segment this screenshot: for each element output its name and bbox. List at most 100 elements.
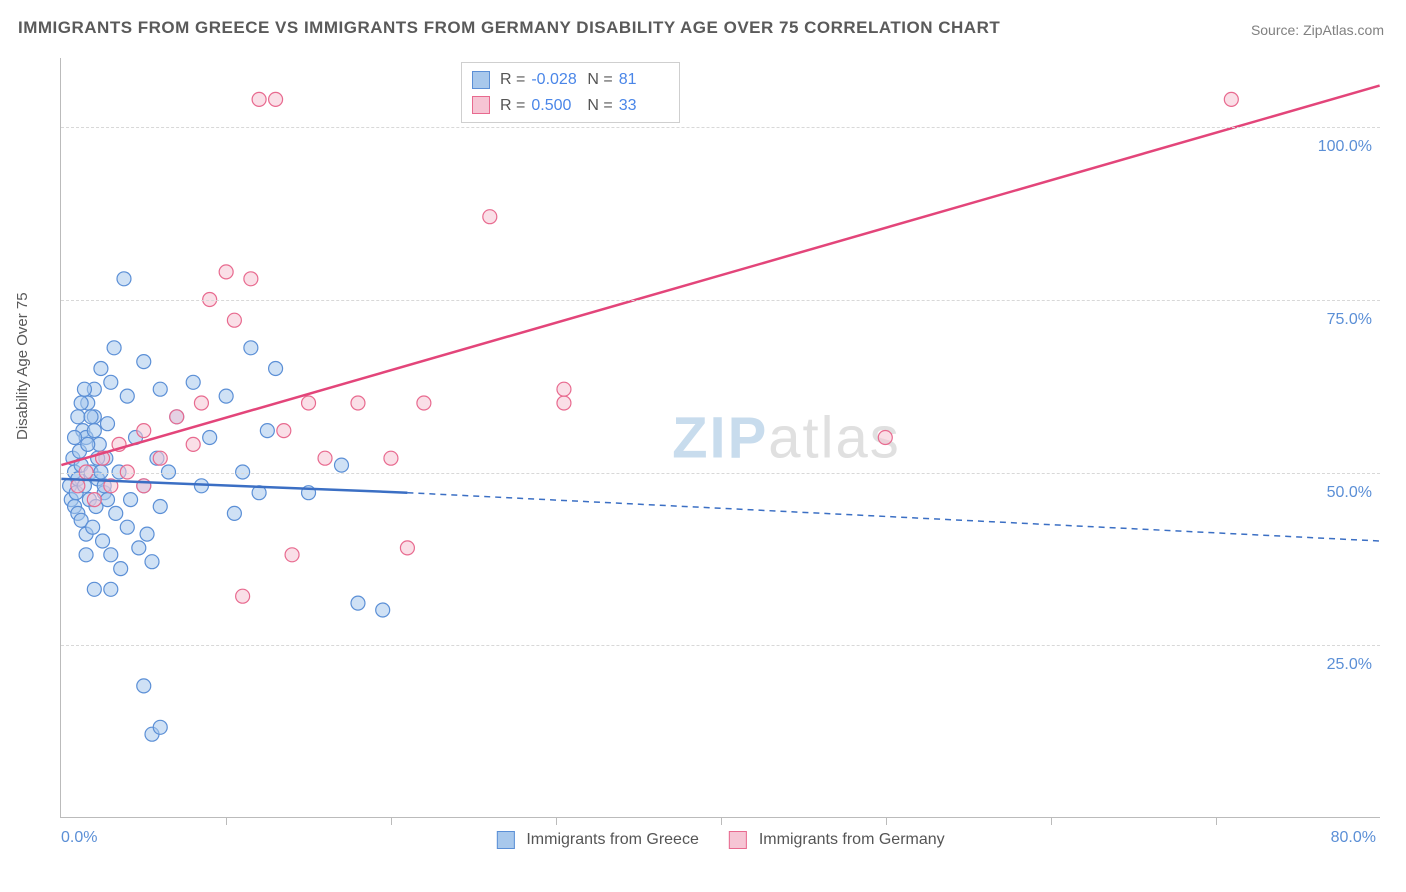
- data-point: [153, 500, 167, 514]
- y-axis-label: Disability Age Over 75: [14, 292, 31, 440]
- data-point: [87, 582, 101, 596]
- y-tick-label: 25.0%: [1327, 656, 1372, 674]
- chart-title: IMMIGRANTS FROM GREECE VS IMMIGRANTS FRO…: [18, 18, 1000, 38]
- data-point: [351, 396, 365, 410]
- data-point: [252, 92, 266, 106]
- bottom-legend: Immigrants from Greece Immigrants from G…: [496, 831, 944, 849]
- data-point: [227, 313, 241, 327]
- data-point: [351, 596, 365, 610]
- data-point: [878, 431, 892, 445]
- regression-line: [61, 86, 1379, 465]
- data-point: [269, 92, 283, 106]
- data-point: [384, 451, 398, 465]
- data-point: [244, 341, 258, 355]
- swatch-greece: [472, 71, 490, 89]
- data-point: [1224, 92, 1238, 106]
- stats-row-germany: R = 0.500 N = 33: [472, 93, 669, 119]
- data-point: [74, 396, 88, 410]
- data-point: [84, 410, 98, 424]
- swatch-germany: [729, 831, 747, 849]
- x-tick: [1216, 817, 1217, 825]
- data-point: [137, 355, 151, 369]
- data-point: [79, 548, 93, 562]
- data-point: [104, 375, 118, 389]
- data-point: [140, 527, 154, 541]
- x-tick: [721, 817, 722, 825]
- gridline-h: [61, 300, 1380, 301]
- data-point: [107, 341, 121, 355]
- data-point: [120, 389, 134, 403]
- r-value-greece: -0.028: [531, 67, 581, 93]
- legend-item-greece: Immigrants from Greece: [496, 831, 698, 849]
- gridline-h: [61, 127, 1380, 128]
- data-point: [219, 389, 233, 403]
- r-value-germany: 0.500: [531, 93, 581, 119]
- data-point: [194, 396, 208, 410]
- data-point: [186, 375, 200, 389]
- swatch-greece: [496, 831, 514, 849]
- data-point: [203, 431, 217, 445]
- data-point: [132, 541, 146, 555]
- x-left-label: 0.0%: [61, 829, 97, 847]
- r-label: R =: [500, 93, 525, 119]
- stats-row-greece: R = -0.028 N = 81: [472, 67, 669, 93]
- swatch-germany: [472, 96, 490, 114]
- gridline-h: [61, 473, 1380, 474]
- data-point: [260, 424, 274, 438]
- x-tick: [556, 817, 557, 825]
- x-tick: [1051, 817, 1052, 825]
- data-point: [114, 562, 128, 576]
- x-tick: [391, 817, 392, 825]
- data-point: [269, 362, 283, 376]
- data-point: [101, 493, 115, 507]
- y-tick-label: 100.0%: [1318, 138, 1372, 156]
- data-point: [557, 396, 571, 410]
- data-point: [145, 555, 159, 569]
- gridline-h: [61, 645, 1380, 646]
- data-point: [318, 451, 332, 465]
- regression-line-extrapolated: [407, 493, 1379, 541]
- data-point: [236, 589, 250, 603]
- chart-svg: [61, 58, 1380, 817]
- data-point: [153, 451, 167, 465]
- source-attribution: Source: ZipAtlas.com: [1251, 22, 1384, 38]
- data-point: [400, 541, 414, 555]
- data-point: [137, 679, 151, 693]
- data-point: [87, 424, 101, 438]
- stats-legend-box: R = -0.028 N = 81 R = 0.500 N = 33: [461, 62, 680, 123]
- data-point: [86, 520, 100, 534]
- data-point: [117, 272, 131, 286]
- data-point: [81, 437, 95, 451]
- data-point: [219, 265, 233, 279]
- data-point: [96, 534, 110, 548]
- data-point: [87, 493, 101, 507]
- data-point: [285, 548, 299, 562]
- data-point: [104, 582, 118, 596]
- legend-item-germany: Immigrants from Germany: [729, 831, 945, 849]
- data-point: [77, 382, 91, 396]
- y-tick-label: 75.0%: [1327, 311, 1372, 329]
- data-point: [227, 506, 241, 520]
- data-point: [557, 382, 571, 396]
- data-point: [101, 417, 115, 431]
- data-point: [124, 493, 138, 507]
- data-point: [137, 424, 151, 438]
- n-value-greece: 81: [619, 67, 669, 93]
- plot-area: ZIPatlas 25.0%50.0%75.0%100.0% 0.0% 80.0…: [60, 58, 1380, 818]
- data-point: [153, 382, 167, 396]
- x-right-label: 80.0%: [1331, 829, 1376, 847]
- data-point: [104, 548, 118, 562]
- data-point: [277, 424, 291, 438]
- data-point: [153, 720, 167, 734]
- data-point: [109, 506, 123, 520]
- data-point: [244, 272, 258, 286]
- x-tick: [886, 817, 887, 825]
- data-point: [376, 603, 390, 617]
- data-point: [170, 410, 184, 424]
- n-value-germany: 33: [619, 93, 669, 119]
- n-label: N =: [587, 67, 612, 93]
- data-point: [120, 520, 134, 534]
- y-tick-label: 50.0%: [1327, 484, 1372, 502]
- data-point: [71, 410, 85, 424]
- data-point: [417, 396, 431, 410]
